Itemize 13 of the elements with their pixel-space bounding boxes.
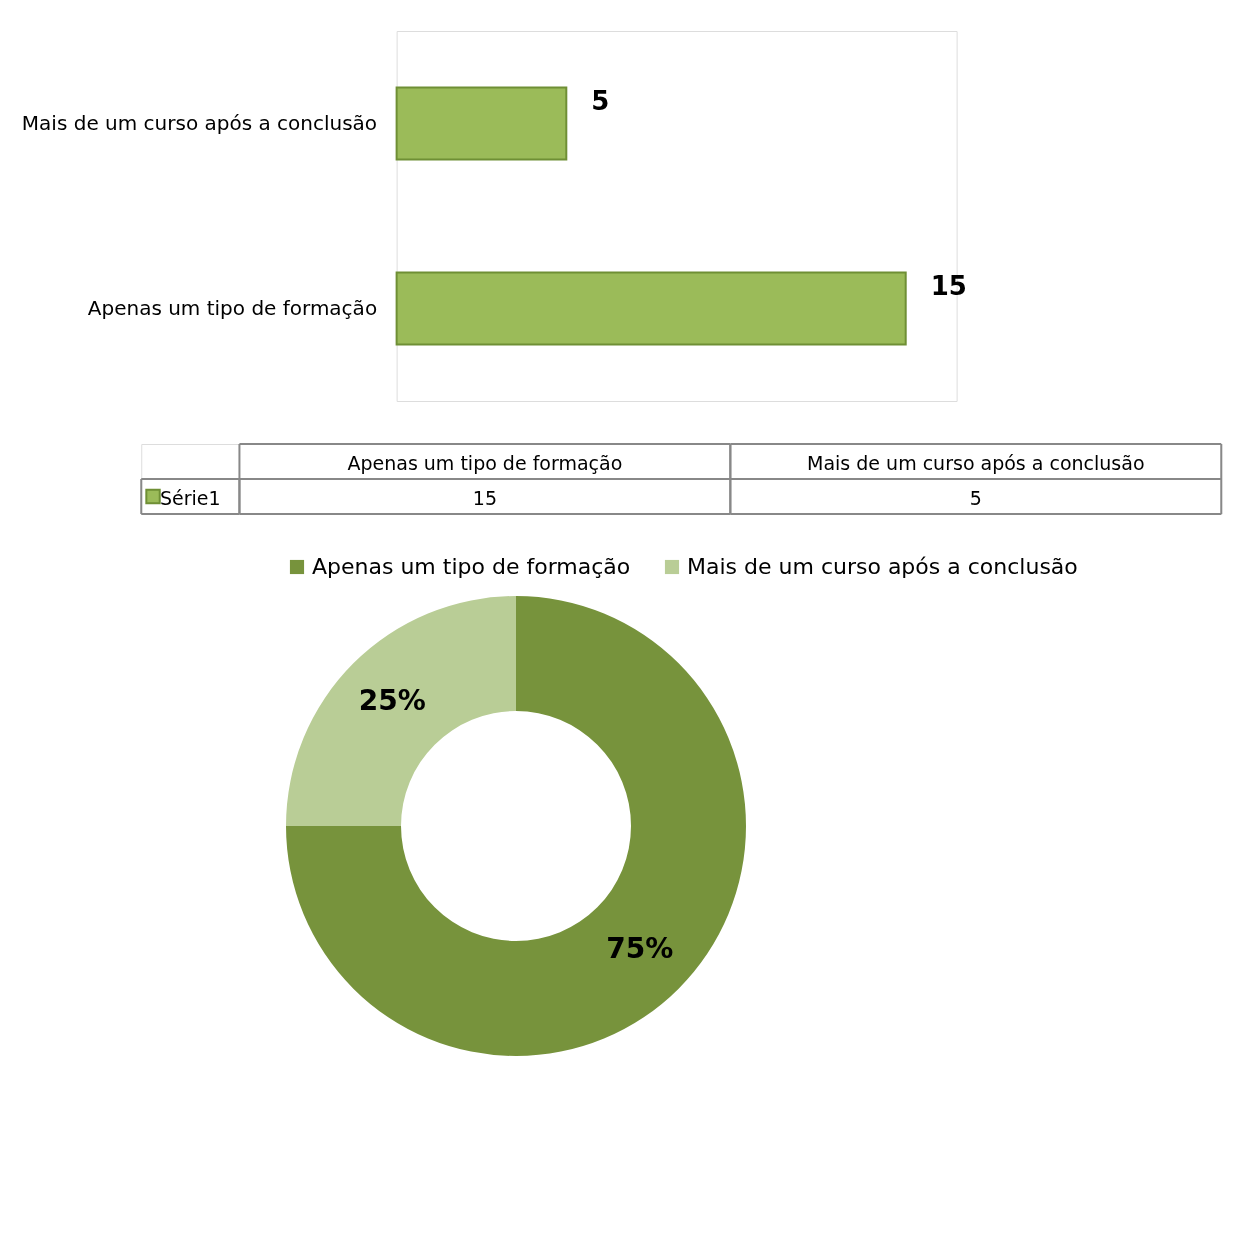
data-label: 15 [930,270,967,301]
category-label: Apenas um tipo de formação [347,451,623,474]
legend-label: Apenas um tipo de formação [312,554,631,579]
donut-slice [286,596,746,1056]
legend-label: Série1 [160,486,221,509]
legend-label: Mais de um curso após a conclusão [687,554,1078,579]
data-label: 15 [472,486,497,509]
donut-slice [286,596,516,826]
data-label: 75% [606,931,674,965]
data-label: 5 [969,486,982,509]
data-label: 5 [591,85,610,116]
data-label: 25% [358,684,426,718]
category-label: Mais de um curso após a conclusão [807,451,1145,474]
